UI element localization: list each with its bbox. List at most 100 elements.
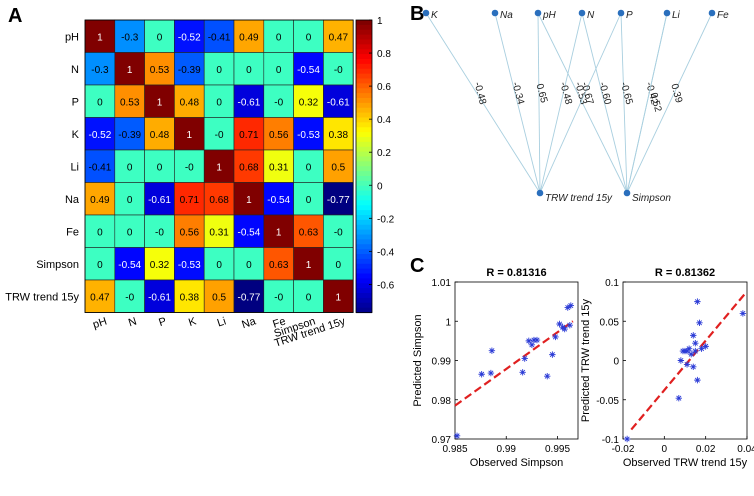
- cell-value-label: -0: [185, 162, 194, 173]
- heatmap-cell: [84, 19, 116, 53]
- y-tick-label: 0.99: [432, 357, 452, 368]
- cell-value-label: 0: [276, 32, 282, 43]
- cell-value-label: 0: [157, 32, 163, 43]
- y-tick-label: 0.1: [605, 278, 619, 289]
- heatmap-cell: [144, 279, 175, 313]
- cell-value-label: 0.48: [180, 97, 200, 108]
- column-label: Fe: [271, 315, 287, 330]
- colorbar-segment: [356, 273, 372, 279]
- heatmap-cell: [203, 214, 235, 248]
- colorbar-segment: [356, 249, 372, 255]
- data-point: [564, 304, 571, 311]
- colorbar-segment: [356, 210, 372, 216]
- x-tick-label: 0.985: [442, 444, 467, 455]
- cell-value-label: 0.48: [150, 130, 170, 141]
- cell-value-label: -0.54: [118, 260, 141, 271]
- colorbar-segment: [356, 254, 372, 260]
- colorbar-segment: [356, 229, 372, 236]
- y-tick-label: 1: [445, 317, 451, 328]
- cell-value-label: 0: [216, 260, 222, 271]
- cell-value-label: 0.5: [331, 162, 345, 173]
- cell-value-label: -0.53: [178, 260, 201, 271]
- heatmap-frame: [84, 19, 354, 313]
- data-point: [525, 337, 532, 345]
- colorbar-segment: [356, 293, 372, 299]
- heatmap-cell: [233, 182, 265, 216]
- edge-weight-label: -0.65: [618, 81, 635, 106]
- data-point: [533, 336, 541, 344]
- heatmap-cell: [233, 279, 265, 313]
- regression-line: [630, 293, 746, 431]
- colorbar-segment: [356, 195, 372, 201]
- network-edge: [425, 12, 541, 194]
- cell-value-label: 0.71: [180, 195, 200, 206]
- colorbar-segment: [356, 141, 372, 148]
- cell-value-label: 1: [187, 130, 193, 141]
- cell-value-label: -0.3: [91, 65, 109, 76]
- heatmap-cell: [233, 19, 265, 53]
- row-label: Simpson: [36, 259, 79, 271]
- colorbar-tick-label: 0: [377, 181, 383, 192]
- data-point: [702, 343, 709, 350]
- cell-value-label: -0: [215, 130, 224, 141]
- heatmap-cell: [174, 149, 205, 183]
- colorbar-tick-label: 0.2: [377, 148, 391, 159]
- colorbar-segment: [356, 278, 372, 284]
- colorbar-segment: [356, 307, 372, 314]
- node-label: TRW trend 15y: [545, 193, 613, 204]
- cell-value-label: 0.68: [239, 162, 259, 173]
- y-tick-label: -0.1: [602, 435, 620, 446]
- data-point: [549, 351, 556, 358]
- cell-value-label: 0.32: [150, 260, 170, 271]
- cell-value-label: -0.61: [148, 195, 171, 206]
- data-point: [478, 371, 485, 378]
- colorbar-segment: [356, 161, 372, 167]
- node-label: N: [587, 10, 595, 21]
- column-label: K: [187, 315, 198, 329]
- cell-value-label: 0.71: [239, 130, 259, 141]
- colorbar-segment: [356, 258, 372, 265]
- cell-value-label: 1: [157, 97, 163, 108]
- colorbar-segment: [356, 49, 372, 55]
- data-point: [690, 363, 697, 370]
- cell-value-label: -0.3: [121, 32, 139, 43]
- cell-value-label: 1: [97, 32, 103, 43]
- colorbar-segment: [356, 132, 372, 138]
- network-node: [617, 9, 625, 17]
- colorbar-tick-label: -0.4: [377, 247, 395, 258]
- network-edge: [581, 12, 628, 194]
- cell-value-label: 0: [246, 260, 252, 271]
- heatmap-cell: [84, 52, 116, 86]
- data-point: [488, 347, 496, 354]
- x-axis-label: Observed Simpson: [470, 457, 564, 469]
- heatmap-cell: [114, 19, 145, 53]
- colorbar-segment: [356, 180, 372, 187]
- cell-value-label: -0: [334, 65, 343, 76]
- node-label: Fe: [717, 10, 729, 21]
- colorbar-segment: [356, 185, 372, 192]
- cell-value-label: 0: [127, 162, 133, 173]
- cell-value-label: 0.47: [90, 292, 110, 303]
- colorbar-tick-label: 0.8: [377, 49, 391, 60]
- cell-value-label: 1: [127, 65, 133, 76]
- heatmap-cell: [114, 117, 145, 151]
- cell-value-label: 0.63: [269, 260, 289, 271]
- x-tick-label: 0.04: [737, 444, 754, 455]
- heatmap-cell: [84, 84, 116, 118]
- row-label: K: [72, 129, 80, 141]
- node-label: pH: [542, 10, 557, 21]
- cell-value-label: 0.53: [120, 97, 140, 108]
- network-node: [663, 9, 671, 17]
- cell-value-label: 0: [97, 227, 103, 238]
- node-label: Na: [500, 10, 513, 21]
- heatmap-cell: [144, 149, 175, 183]
- cell-value-label: 0.38: [329, 130, 349, 141]
- colorbar-segment: [356, 73, 372, 80]
- heatmap-cell: [233, 149, 265, 183]
- cell-value-label: 0: [306, 162, 312, 173]
- heatmap-cell: [293, 52, 324, 86]
- row-label: Li: [70, 161, 79, 173]
- scatter-plot-simpson: R = 0.81316 0.985 0.99 0.995 0.97 0.98 0.99 1 1.…: [412, 267, 579, 469]
- cell-value-label: 1: [276, 227, 282, 238]
- heatmap-cell: [84, 279, 116, 313]
